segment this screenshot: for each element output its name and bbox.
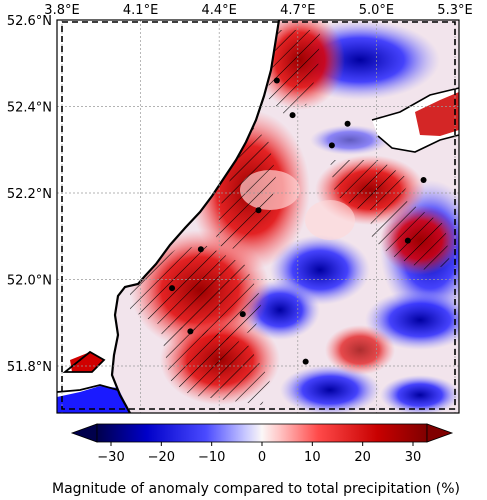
y-tick-label-1: 52.4°N — [7, 101, 52, 116]
colorbar-tick-label-0: −30 — [97, 450, 124, 465]
colorbar-tick-label-3: 0 — [258, 450, 266, 465]
colorbar-tick-label-5: 20 — [354, 450, 371, 465]
station-marker-5 — [255, 207, 262, 214]
station-marker-10 — [187, 328, 194, 335]
ijsselmeer-shore — [371, 87, 460, 153]
station-marker-6 — [404, 237, 411, 244]
colorbar-title: Magnitude of anomaly compared to total p… — [52, 481, 460, 497]
colorbar-extend-low — [70, 423, 98, 443]
ijsselmeer-red-patch — [415, 92, 459, 136]
station-marker-0 — [273, 77, 280, 84]
y-tick-labels: 52.6°N 52.4°N 52.2°N 52.0°N 51.8°N — [7, 14, 52, 375]
station-marker-8 — [169, 285, 176, 292]
significance-hatching — [130, 30, 450, 405]
station-marker-2 — [344, 120, 351, 127]
colorbar-tick-label-1: −20 — [148, 450, 175, 465]
anomaly-sw-red-spot — [70, 352, 104, 372]
x-tick-label-1: 4.1°E — [123, 3, 158, 18]
x-tick-label-2: 4.4°E — [202, 3, 237, 18]
colorbar-tick-label-4: 10 — [304, 450, 321, 465]
colorbar-tick-label-2: −10 — [198, 450, 225, 465]
x-tick-labels: 3.8°E 4.1°E 4.4°E 4.7°E 5.0°E 5.3°E — [44, 3, 472, 18]
colorbar-body — [96, 423, 428, 443]
station-marker-1 — [289, 112, 296, 119]
station-marker-7 — [197, 246, 204, 253]
y-tick-label-4: 51.8°N — [7, 360, 52, 375]
gridlines — [57, 19, 459, 413]
station-marker-11 — [302, 358, 309, 365]
station-marker-4 — [420, 177, 427, 184]
colorbar-extend-high — [426, 423, 454, 443]
plot-frame — [56, 19, 460, 414]
station-marker-9 — [239, 311, 246, 318]
y-tick-label-2: 52.2°N — [7, 187, 52, 202]
coastline-islands — [56, 350, 119, 393]
y-tick-label-3: 52.0°N — [7, 274, 52, 289]
x-tick-label-5: 5.3°E — [437, 3, 472, 18]
x-tick-label-3: 4.7°E — [280, 3, 315, 18]
x-tick-label-0: 3.8°E — [44, 3, 79, 18]
station-marker-3 — [328, 142, 335, 149]
anomaly-sw-blue — [57, 386, 130, 413]
x-tick-label-4: 5.0°E — [359, 3, 394, 18]
coastline — [110, 19, 281, 414]
stations-layer — [169, 77, 427, 365]
colorbar: −30 −20 −10 0 10 20 30 Magnitude of anomaly co… — [52, 423, 460, 497]
colorbar-tick-label-6: 30 — [405, 450, 422, 465]
y-tick-label-0: 52.6°N — [7, 14, 52, 29]
